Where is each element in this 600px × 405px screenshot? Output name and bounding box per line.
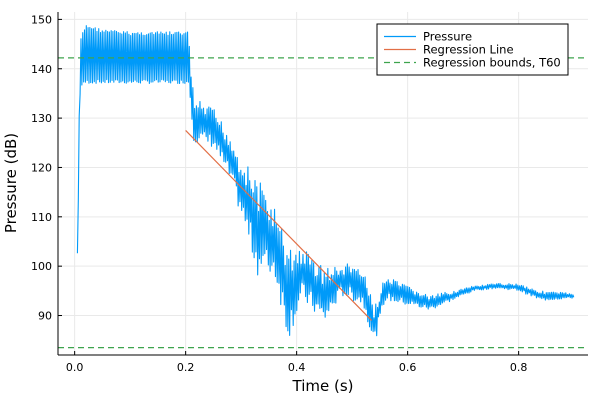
y-tick-label: 100 [31,260,52,273]
y-tick-label: 140 [31,63,52,76]
x-tick-label: 0.6 [399,361,417,374]
x-tick-label: 0.8 [510,361,528,374]
x-tick-label: 0.0 [66,361,84,374]
legend: Pressure Regression Line Regression boun… [376,23,569,76]
pressure-line [76,25,575,337]
legend-label-regression-bounds: Regression bounds, T60 [423,56,561,70]
y-axis-label: Pressure (dB) [2,133,20,233]
y-tick-label: 110 [31,211,52,224]
legend-label-pressure: Pressure [423,30,472,44]
x-tick-label: 0.2 [177,361,195,374]
axis-ticks: 0.0 0.2 0.4 0.6 0.8 90 100 110 120 130 140 150 [31,13,527,374]
y-tick-label: 130 [31,112,52,125]
regression-line [185,130,372,321]
y-tick-label: 150 [31,13,52,26]
x-tick-label: 0.4 [288,361,306,374]
legend-label-regression-line: Regression Line [423,43,514,57]
y-tick-label: 90 [38,310,52,323]
y-tick-label: 120 [31,161,52,174]
x-axis-label: Time (s) [292,377,354,395]
